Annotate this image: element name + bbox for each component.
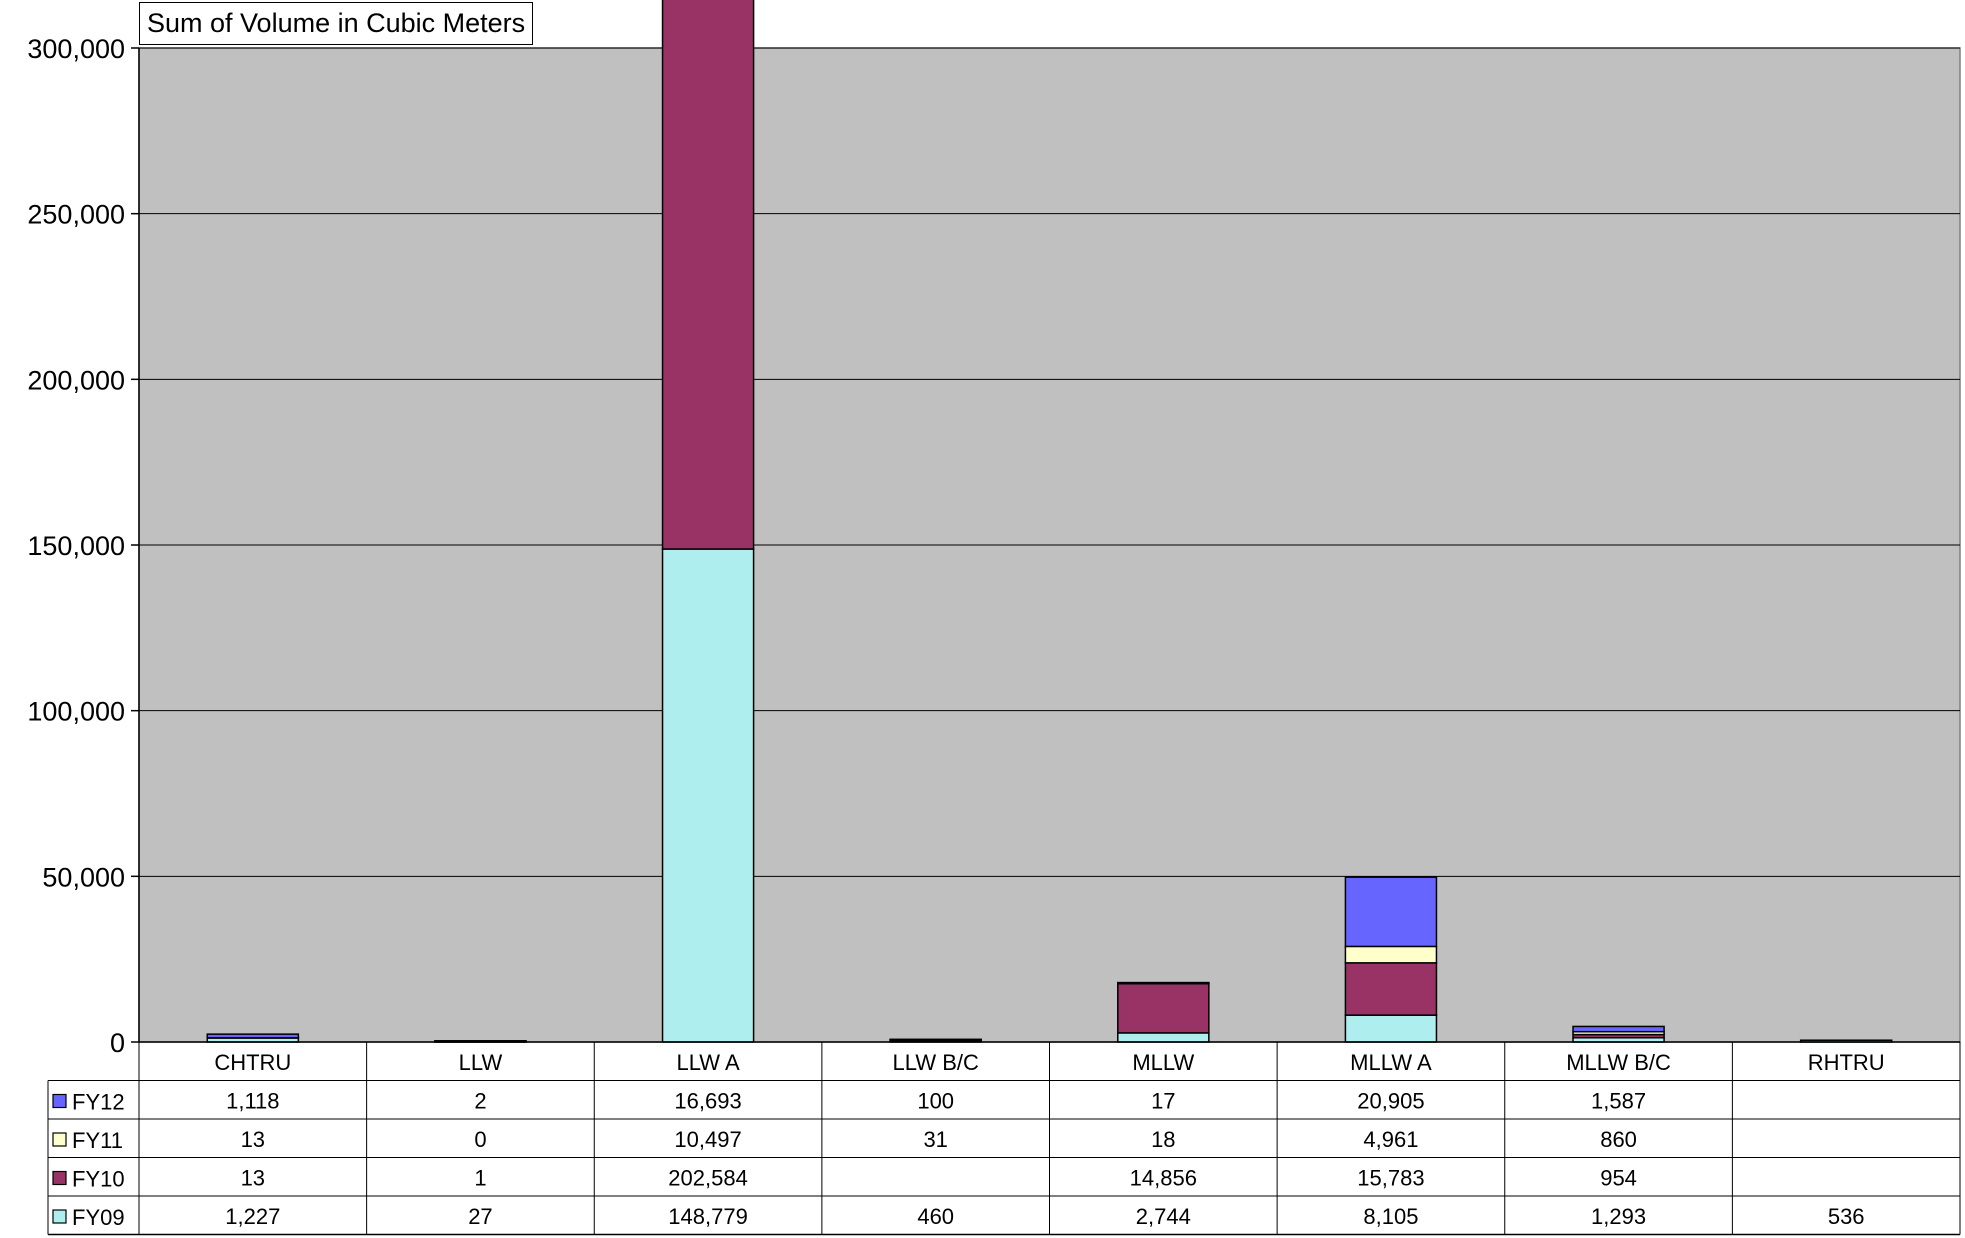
category-label: LLW (459, 1050, 503, 1075)
data-table-cell: 31 (923, 1127, 947, 1152)
legend-label: FY11 (72, 1128, 123, 1153)
data-table-cell: 1,293 (1591, 1204, 1646, 1229)
y-tick-label: 0 (110, 1028, 125, 1058)
bar-segment-fy10 (661, 0, 755, 550)
bar-segment-fy12 (1344, 876, 1438, 948)
category-label: MLLW A (1350, 1050, 1432, 1075)
legend-label: FY10 (72, 1167, 125, 1192)
bar-segment-fy12 (1117, 981, 1210, 985)
data-table-cell: 10,497 (674, 1127, 741, 1152)
y-tick-label: 50,000 (42, 862, 125, 892)
data-table-cell: 2 (474, 1089, 486, 1114)
bar-segment-fy09 (661, 548, 755, 1043)
data-table-cell: 15,783 (1357, 1166, 1424, 1191)
y-tick-label: 300,000 (27, 34, 125, 64)
legend-swatch (52, 1209, 67, 1224)
category-label: MLLW B/C (1566, 1050, 1671, 1075)
data-table-cell: 20,905 (1357, 1089, 1424, 1114)
y-tick-label: 250,000 (27, 200, 125, 230)
data-table-cell: 860 (1600, 1127, 1637, 1152)
legend-swatch (52, 1170, 67, 1186)
data-table-cell: 18 (1151, 1127, 1175, 1152)
data-table-cell: 100 (917, 1089, 954, 1114)
data-table-cell: 1 (474, 1166, 486, 1191)
data-table-cell: 13 (241, 1127, 265, 1152)
bar-segment-fy10 (1344, 962, 1438, 1016)
legend-label: FY12 (72, 1090, 125, 1115)
data-table-cell: 1,587 (1591, 1089, 1646, 1114)
bar-segment-fy09 (1344, 1014, 1438, 1043)
category-label: LLW B/C (892, 1050, 979, 1075)
data-table-cell: 202,584 (668, 1166, 748, 1191)
data-table-cell: 8,105 (1363, 1204, 1418, 1229)
y-tick-label: 200,000 (27, 365, 125, 395)
legend-swatch (52, 1093, 67, 1109)
data-table-cell: 1,118 (226, 1089, 279, 1114)
bar-segment-fy10 (1117, 982, 1210, 1034)
legend-swatch (52, 1132, 67, 1147)
category-label: MLLW (1132, 1050, 1194, 1075)
bar-segment-fy11 (1344, 945, 1438, 964)
data-table-cell: 2,744 (1136, 1204, 1191, 1229)
data-table-cell: 954 (1600, 1166, 1637, 1191)
bar-segment-fy12 (1572, 1025, 1665, 1033)
data-table-cell: 17 (1151, 1089, 1175, 1114)
chart-title: Sum of Volume in Cubic Meters (139, 2, 534, 45)
data-table-cell: 14,856 (1130, 1166, 1197, 1191)
legend-label: FY09 (72, 1205, 125, 1230)
data-table-cell: 27 (468, 1204, 492, 1229)
bar-segment-fy09 (1117, 1032, 1210, 1043)
data-table-cell: 148,779 (668, 1204, 748, 1229)
data-table-cell: 4,961 (1363, 1127, 1418, 1152)
y-tick-label: 100,000 (27, 697, 125, 727)
category-label: CHTRU (214, 1050, 291, 1075)
data-table-cell: 1,227 (225, 1204, 280, 1229)
category-label: LLW A (676, 1050, 740, 1075)
bar-segment-fy12 (206, 1033, 300, 1039)
data-table-cell: 0 (474, 1127, 486, 1152)
category-label: RHTRU (1808, 1050, 1885, 1075)
data-table-cell: 536 (1828, 1204, 1865, 1229)
y-tick-label: 150,000 (27, 531, 125, 561)
data-table-cell: 13 (241, 1166, 265, 1191)
data-table-cell: 16,693 (674, 1089, 741, 1114)
data-table-cell: 460 (917, 1204, 954, 1229)
bar-segment-fy12 (889, 1038, 982, 1042)
